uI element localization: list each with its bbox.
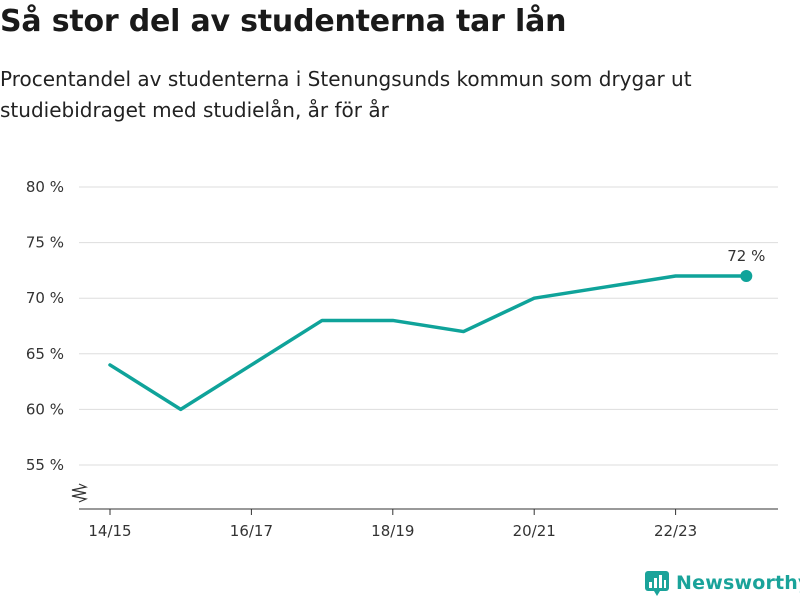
x-tick-label: 20/21	[513, 522, 556, 540]
end-point-marker	[740, 269, 753, 282]
chart-subtitle: Procentandel av studenterna i Stenungsun…	[0, 67, 692, 122]
grid-lines	[79, 186, 778, 466]
y-tick-label: 80 %	[26, 178, 64, 196]
y-tick-labels: 55 % 60 % 65 % 70 % 75 % 80 %	[26, 178, 64, 474]
y-tick-label: 75 %	[26, 234, 64, 252]
brand-name: Newsworthy	[676, 572, 800, 594]
x-tick-label: 14/15	[88, 522, 131, 540]
data-labels: 72 %	[727, 247, 765, 265]
series-line	[108, 274, 749, 412]
brand-logo: Newsworthy	[644, 570, 800, 596]
series	[108, 269, 753, 412]
newsworthy-logo-icon	[645, 571, 669, 596]
end-value-label: 72 %	[727, 247, 765, 265]
x-tick-label: 22/23	[654, 522, 697, 540]
chart-title: Så stor del av studenterna tar lån	[0, 4, 567, 39]
y-tick-label: 65 %	[26, 345, 64, 363]
x-tick-label: 16/17	[230, 522, 273, 540]
y-tick-label: 55 %	[26, 456, 64, 474]
axis-break-icon	[71, 483, 88, 503]
x-tick-labels: 14/15 16/17 18/19 20/21 22/23	[88, 509, 697, 540]
y-tick-label: 70 %	[26, 289, 64, 307]
y-tick-label: 60 %	[26, 400, 64, 418]
x-tick-label: 18/19	[371, 522, 414, 540]
